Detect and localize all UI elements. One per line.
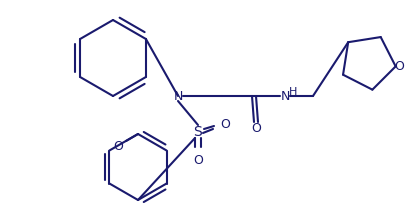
Text: N: N (280, 89, 290, 103)
Text: N: N (173, 89, 183, 103)
Text: O: O (113, 139, 123, 153)
Text: O: O (220, 118, 230, 130)
Text: O: O (193, 153, 203, 166)
Text: O: O (395, 60, 404, 73)
Text: S: S (193, 125, 202, 139)
Text: H: H (289, 87, 297, 97)
Text: O: O (251, 123, 261, 135)
